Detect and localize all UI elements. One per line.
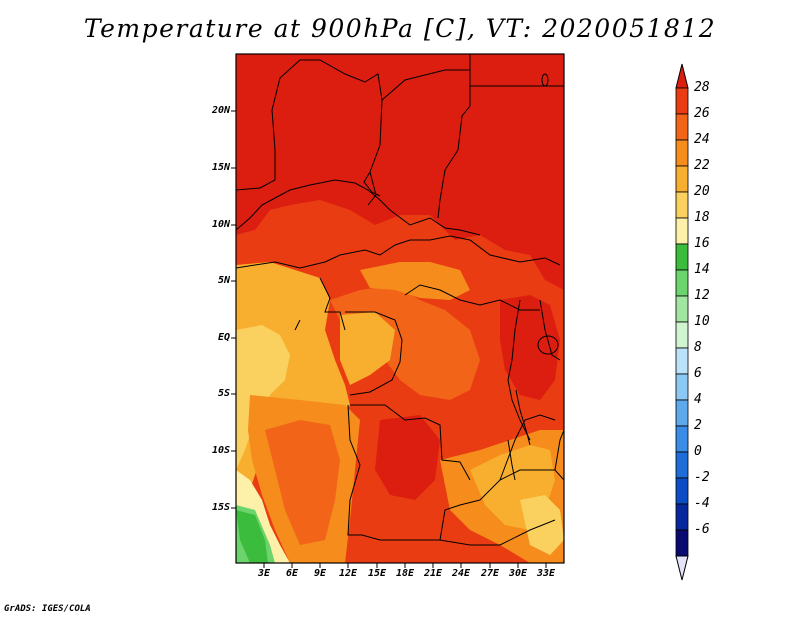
colorbar-swatch <box>675 425 689 453</box>
colorbar-label: 10 <box>694 314 710 329</box>
colorbar-swatch <box>675 477 689 505</box>
lon-label: 9E <box>313 568 327 579</box>
lat-label: 5S <box>217 388 230 399</box>
lon-label: 30E <box>508 568 528 579</box>
colorbar-label: 16 <box>694 236 710 251</box>
lat-label: 10S <box>211 445 230 456</box>
colorbar-swatch <box>675 295 689 323</box>
colorbar-label: -4 <box>694 496 710 511</box>
colorbar-label: 8 <box>694 340 702 355</box>
lon-label: 18E <box>395 568 415 579</box>
colorbar-label: 26 <box>694 106 710 121</box>
lon-label: 33E <box>536 568 556 579</box>
lakes <box>507 73 559 481</box>
colorbar-swatch <box>675 113 689 141</box>
map-frame <box>235 53 565 564</box>
colorbar-label: 18 <box>694 210 710 225</box>
credit-text: GrADS: IGES/COLA <box>4 604 91 614</box>
lat-label: 10N <box>211 219 230 230</box>
colorbar-label: -6 <box>694 522 710 537</box>
colorbar-swatch <box>675 347 689 375</box>
colorbar-swatch <box>675 191 689 219</box>
colorbar-label: 14 <box>694 262 710 277</box>
colorbar <box>675 63 689 581</box>
lon-label: 15E <box>367 568 387 579</box>
colorbar-swatch <box>675 165 689 193</box>
lon-label: 12E <box>338 568 358 579</box>
colorbar-label: 20 <box>694 184 710 199</box>
colorbar-swatch <box>675 451 689 479</box>
colorbar-swatch <box>675 503 689 531</box>
colorbar-label: 12 <box>694 288 710 303</box>
colorbar-swatch <box>675 529 689 557</box>
chart-title: Temperature at 900hPa [C], VT: 202005181… <box>83 14 717 43</box>
colorbar-swatch <box>675 87 689 115</box>
colorbar-swatch <box>675 373 689 401</box>
lon-ticks <box>263 563 547 568</box>
colorbar-swatch <box>675 321 689 349</box>
lat-label: 15S <box>211 502 230 513</box>
colorbar-label: 2 <box>694 418 702 433</box>
lat-label: 20N <box>211 105 230 116</box>
colorbar-bottom-arrow <box>675 555 689 581</box>
lon-label: 27E <box>480 568 500 579</box>
colorbar-top-arrow <box>675 63 689 89</box>
country-borders <box>236 54 564 546</box>
lat-label: 5N <box>217 275 230 286</box>
colorbar-swatch <box>675 399 689 427</box>
lat-ticks <box>231 110 236 509</box>
colorbar-label: 0 <box>694 444 702 459</box>
lon-label: 3E <box>257 568 271 579</box>
lon-label: 24E <box>451 568 471 579</box>
colorbar-label: -2 <box>694 470 710 485</box>
lon-label: 6E <box>285 568 299 579</box>
lat-label: 15N <box>211 162 230 173</box>
temperature-field <box>236 54 564 563</box>
lat-label: EQ <box>217 332 230 343</box>
colorbar-label: 4 <box>694 392 702 407</box>
colorbar-swatch <box>675 243 689 271</box>
colorbar-label: 28 <box>694 80 710 95</box>
colorbar-label: 24 <box>694 132 710 147</box>
colorbar-swatch <box>675 269 689 297</box>
colorbar-swatch <box>675 217 689 245</box>
colorbar-label: 6 <box>694 366 702 381</box>
colorbar-label: 22 <box>694 158 710 173</box>
colorbar-swatch <box>675 139 689 167</box>
lon-label: 21E <box>423 568 443 579</box>
